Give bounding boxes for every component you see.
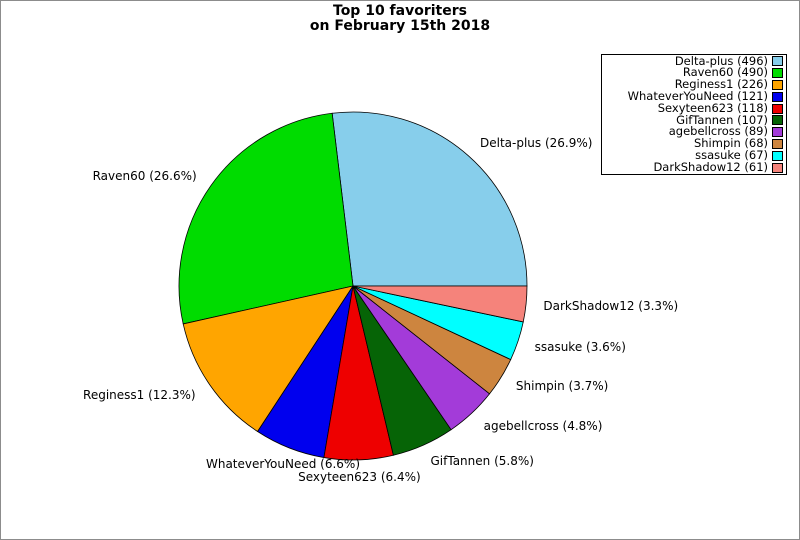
legend-label: WhateverYouNeed (121)	[627, 88, 768, 103]
legend-color-swatch	[772, 162, 783, 173]
legend-label: DarkShadow12 (61)	[653, 159, 768, 174]
chart-title-line1: Top 10 favoriters	[333, 3, 467, 19]
slice-label-DarkShadow12: DarkShadow12 (3.3%)	[543, 298, 679, 313]
legend-color-swatch	[772, 68, 783, 79]
legend-item-Sexyteen623: Sexyteen623 (118)	[605, 100, 783, 115]
slice-label-ssasuke: ssasuke (3.6%)	[534, 339, 626, 354]
slice-label-GifTannen: GifTannen (5.8%)	[430, 454, 534, 468]
pie-slice-Raven60	[178, 112, 354, 325]
slice-label-agebellcross: agebellcross (4.8%)	[483, 418, 603, 433]
slice-label-Shimpin: Shimpin (3.7%)	[515, 379, 609, 394]
legend-item-DarkShadow12: DarkShadow12 (61)	[605, 159, 783, 174]
legend-label: agebellcross (89)	[668, 124, 768, 139]
legend-color-swatch	[772, 91, 783, 102]
legend-item-WhateverYouNeed: WhateverYouNeed (121)	[605, 88, 783, 103]
slice-label-WhateverYouNeed: WhateverYouNeed (6.6%)	[205, 457, 361, 472]
chart-title: Top 10 favoriters on February 15th 2018	[1, 4, 799, 34]
slice-label-Reginess1: Reginess1 (12.3%)	[83, 387, 196, 402]
legend-label: ssasuke (67)	[695, 147, 768, 162]
legend-label: GifTannen (107)	[676, 112, 768, 127]
legend-color-swatch	[772, 103, 783, 114]
legend-item-Delta-plus: Delta-plus (496)	[605, 53, 783, 68]
slice-label-Raven60: Raven60 (26.6%)	[92, 168, 197, 183]
legend-item-Reginess1: Reginess1 (226)	[605, 77, 783, 92]
pie-slice-DarkShadow12	[352, 285, 528, 323]
legend-label: Shimpin (68)	[693, 136, 768, 151]
legend-item-ssasuke: ssasuke (67)	[605, 147, 783, 162]
legend-color-swatch	[772, 138, 783, 149]
legend-color-swatch	[772, 127, 783, 138]
legend-item-GifTannen: GifTannen (107)	[605, 112, 783, 127]
legend-label: Reginess1 (226)	[674, 77, 768, 92]
pie-slice-Delta-plus	[331, 111, 528, 287]
slice-label-Sexyteen623: Sexyteen623 (6.4%)	[298, 470, 421, 485]
slice-label-Delta-plus: Delta-plus (26.9%)	[480, 135, 593, 150]
chart-title-line2: on February 15th 2018	[309, 18, 491, 34]
legend-label: Delta-plus (496)	[674, 53, 768, 68]
legend-label: Raven60 (490)	[682, 65, 768, 80]
legend-color-swatch	[772, 150, 783, 161]
legend-label: Sexyteen623 (118)	[657, 100, 768, 115]
legend-color-swatch	[772, 80, 783, 90]
legend-item-Raven60: Raven60 (490)	[605, 67, 783, 79]
legend-color-swatch	[772, 56, 783, 67]
legend-item-Shimpin: Shimpin (68)	[605, 136, 783, 151]
legend: Delta-plus (496) Raven60 (490) Reginess1 (…	[601, 54, 787, 175]
legend-item-agebellcross: agebellcross (89)	[605, 124, 783, 139]
pie-slice-Reginess1	[182, 285, 354, 433]
legend-color-swatch	[772, 115, 783, 126]
